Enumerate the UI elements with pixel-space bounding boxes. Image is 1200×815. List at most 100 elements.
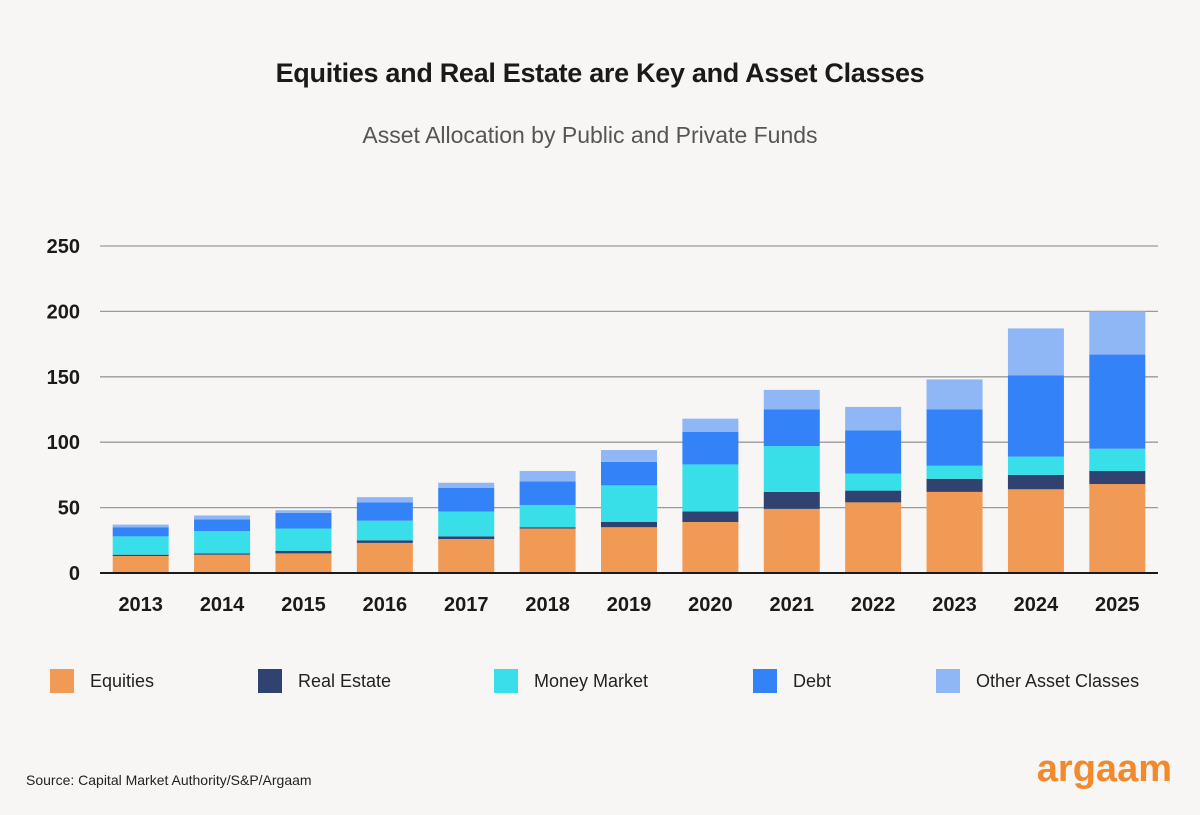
bar-segment-debt bbox=[519, 481, 576, 505]
y-tick-label: 200 bbox=[47, 301, 80, 323]
bar-segment-equities bbox=[356, 542, 413, 573]
bar-segment-equities bbox=[763, 508, 820, 573]
legend-swatch bbox=[50, 669, 74, 693]
bar-segment-debt bbox=[1089, 354, 1146, 449]
bar-segment-other-asset-classes bbox=[1007, 328, 1064, 376]
bar-segment-equities bbox=[682, 521, 739, 573]
y-tick-label: 50 bbox=[58, 498, 80, 520]
bar-segment-money-market bbox=[682, 464, 739, 512]
x-tick-label: 2025 bbox=[1095, 594, 1140, 616]
legend-item: Equities bbox=[50, 669, 154, 693]
x-tick-label: 2018 bbox=[525, 594, 570, 616]
bar-segment-real-estate bbox=[112, 554, 169, 556]
x-tick-label: 2013 bbox=[118, 594, 163, 616]
bar-segment-money-market bbox=[194, 531, 251, 554]
bar-segment-other-asset-classes bbox=[194, 515, 251, 520]
bar-segment-debt bbox=[601, 461, 657, 486]
legend-item: Other Asset Classes bbox=[936, 669, 1139, 693]
legend-item: Money Market bbox=[494, 669, 648, 693]
bar-segment-money-market bbox=[112, 536, 169, 555]
bar-segment-other-asset-classes bbox=[519, 470, 576, 482]
bar-segment-other-asset-classes bbox=[682, 418, 739, 432]
legend-item: Real Estate bbox=[258, 669, 391, 693]
y-tick-label: 150 bbox=[47, 367, 80, 389]
bar-segment-other-asset-classes bbox=[438, 482, 495, 488]
bar-segment-money-market bbox=[1007, 456, 1064, 475]
legend-swatch bbox=[494, 669, 518, 693]
bar-segment-other-asset-classes bbox=[1089, 311, 1146, 355]
legend-label: Debt bbox=[793, 670, 832, 691]
bar-segment-other-asset-classes bbox=[112, 524, 169, 528]
x-tick-label: 2022 bbox=[851, 594, 896, 616]
legend-swatch bbox=[753, 669, 777, 693]
bar-segment-real-estate bbox=[356, 540, 413, 543]
bar-segment-real-estate bbox=[194, 553, 251, 555]
source-note: Source: Capital Market Authority/S&P/Arg… bbox=[26, 772, 312, 788]
bar-segment-equities bbox=[519, 528, 576, 573]
bar-segment-debt bbox=[1007, 375, 1064, 457]
bar-segment-debt bbox=[112, 527, 169, 537]
bar-segment-equities bbox=[1089, 484, 1146, 573]
bar-segment-other-asset-classes bbox=[926, 379, 983, 410]
bar-segment-debt bbox=[682, 431, 739, 465]
bar-segment-equities bbox=[1007, 489, 1064, 573]
x-tick-label: 2015 bbox=[281, 594, 326, 616]
bar-segment-other-asset-classes bbox=[845, 406, 902, 431]
bar-segment-real-estate bbox=[845, 490, 902, 503]
bar-segment-money-market bbox=[1089, 448, 1146, 471]
bar-segment-money-market bbox=[438, 511, 495, 537]
bar-segment-money-market bbox=[845, 473, 902, 491]
x-tick-label: 2019 bbox=[607, 594, 652, 616]
bar-segment-debt bbox=[275, 512, 332, 529]
bar-segment-real-estate bbox=[438, 536, 495, 539]
chart-title: Equities and Real Estate are Key and Ass… bbox=[275, 58, 925, 88]
y-tick-label: 0 bbox=[69, 563, 80, 585]
bar-segment-debt bbox=[356, 502, 413, 521]
bar-segment-real-estate bbox=[763, 491, 820, 509]
x-tick-label: 2020 bbox=[688, 594, 733, 616]
argaam-logo: argaam bbox=[1036, 748, 1172, 790]
bar-segment-equities bbox=[194, 554, 251, 573]
bar-segment-equities bbox=[926, 491, 983, 573]
bar-segment-debt bbox=[438, 487, 495, 512]
bar-segment-equities bbox=[275, 553, 332, 573]
x-tick-label: 2021 bbox=[770, 594, 815, 616]
y-tick-label: 250 bbox=[47, 236, 80, 258]
legend-label: Equities bbox=[90, 670, 155, 691]
chart-subtitle: Asset Allocation by Public and Private F… bbox=[362, 122, 818, 148]
bar-segment-equities bbox=[112, 555, 169, 573]
bar-segment-other-asset-classes bbox=[275, 510, 332, 513]
bar-segment-real-estate bbox=[926, 478, 983, 492]
bar-segment-real-estate bbox=[275, 550, 332, 554]
legend-swatch bbox=[936, 669, 960, 693]
legend-item: Debt bbox=[753, 669, 831, 693]
bar-segment-debt bbox=[926, 409, 983, 466]
bar-segment-other-asset-classes bbox=[356, 497, 413, 503]
bar-segment-debt bbox=[194, 519, 251, 532]
bar-segment-money-market bbox=[275, 528, 332, 551]
legend: Equities Real Estate Money Market Debt Other… bbox=[0, 669, 1200, 695]
bar-segment-real-estate bbox=[682, 511, 739, 522]
bar-segment-debt bbox=[845, 430, 902, 474]
bar-segment-money-market bbox=[601, 485, 657, 522]
x-tick-label: 2016 bbox=[363, 594, 408, 616]
bar-segment-debt bbox=[763, 409, 820, 447]
legend-label: Real Estate bbox=[298, 670, 392, 691]
bar-segment-equities bbox=[845, 502, 902, 573]
bar-segment-real-estate bbox=[1089, 470, 1146, 485]
bar-segment-money-market bbox=[763, 446, 820, 492]
x-tick-label: 2014 bbox=[200, 594, 245, 616]
bar-segment-money-market bbox=[519, 504, 576, 528]
y-tick-label: 100 bbox=[47, 432, 80, 454]
bar-segment-real-estate bbox=[1007, 474, 1064, 490]
bar-segment-other-asset-classes bbox=[601, 450, 657, 462]
legend-label: Money Market bbox=[534, 670, 649, 691]
legend-swatch bbox=[258, 669, 282, 693]
x-tick-label: 2024 bbox=[1014, 594, 1059, 616]
bar-segment-money-market bbox=[356, 520, 413, 541]
bar-segment-real-estate bbox=[519, 527, 576, 529]
bar-segment-real-estate bbox=[601, 521, 657, 528]
bar-segment-other-asset-classes bbox=[763, 389, 820, 410]
bar-segment-equities bbox=[601, 527, 657, 573]
bar-segment-money-market bbox=[926, 465, 983, 479]
